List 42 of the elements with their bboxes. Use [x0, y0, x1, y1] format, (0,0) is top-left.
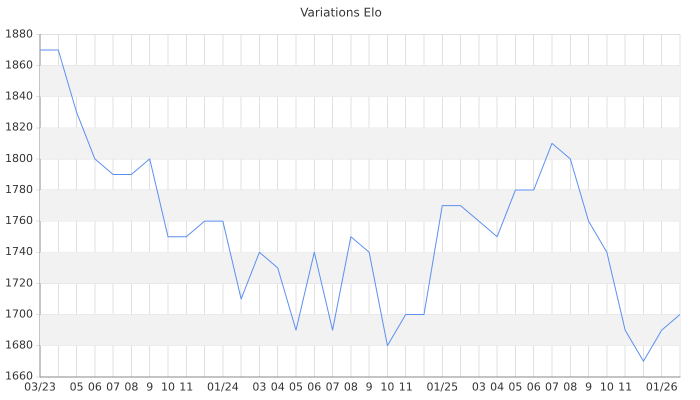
y-tick-label: 1820 — [4, 120, 33, 134]
y-tick-label: 1700 — [4, 307, 33, 320]
x-tick-label: 11 — [618, 380, 632, 394]
x-tick-label: 10 — [160, 380, 175, 394]
x-tick-label: 08 — [344, 380, 358, 394]
x-tick-label: 03/23 — [24, 380, 56, 394]
x-tick-label: 05 — [288, 380, 303, 394]
x-tick-label: 06 — [88, 380, 102, 394]
x-tick-label: 04 — [490, 380, 504, 394]
x-tick-label: 04 — [270, 380, 285, 394]
y-tick-label: 1880 — [4, 27, 33, 40]
y-tick-label: 1780 — [4, 182, 33, 196]
x-tick-label: 07 — [106, 380, 120, 394]
x-tick-label: 01/24 — [207, 380, 239, 394]
x-tick-label: 11 — [179, 380, 194, 394]
chart-title: Variations Elo — [300, 5, 382, 20]
x-tick-label: 11 — [398, 380, 413, 394]
x-tick-label: 9 — [146, 380, 154, 394]
x-tick-label: 07 — [545, 380, 559, 394]
y-tick-label: 1660 — [4, 370, 33, 383]
x-tick-label: 01/26 — [646, 380, 678, 394]
y-tick-label: 1860 — [4, 58, 33, 72]
y-tick-label: 1680 — [4, 338, 33, 352]
x-tick-label: 08 — [124, 380, 138, 394]
y-tick-label: 1840 — [4, 90, 33, 103]
y-tick-label: 1760 — [4, 214, 33, 228]
x-tick-label: 08 — [563, 380, 578, 394]
x-tick-label: 9 — [585, 380, 592, 394]
x-tick-label: 10 — [380, 380, 394, 394]
x-tick-label: 10 — [600, 380, 614, 394]
x-tick-label: 06 — [526, 380, 541, 394]
x-tick-label: 01/25 — [426, 380, 458, 394]
y-tick-label: 1720 — [4, 276, 33, 290]
x-tick-label: 05 — [508, 380, 522, 394]
x-tick-label: 06 — [307, 380, 322, 394]
y-tick-label: 1800 — [4, 152, 33, 165]
x-tick-label: 9 — [366, 380, 373, 394]
x-tick-label: 07 — [326, 380, 340, 394]
x-tick-label: 03 — [472, 380, 486, 394]
y-tick-label: 1740 — [4, 245, 33, 258]
x-tick-label: 05 — [70, 380, 84, 394]
x-tick-label: 03 — [252, 380, 266, 394]
